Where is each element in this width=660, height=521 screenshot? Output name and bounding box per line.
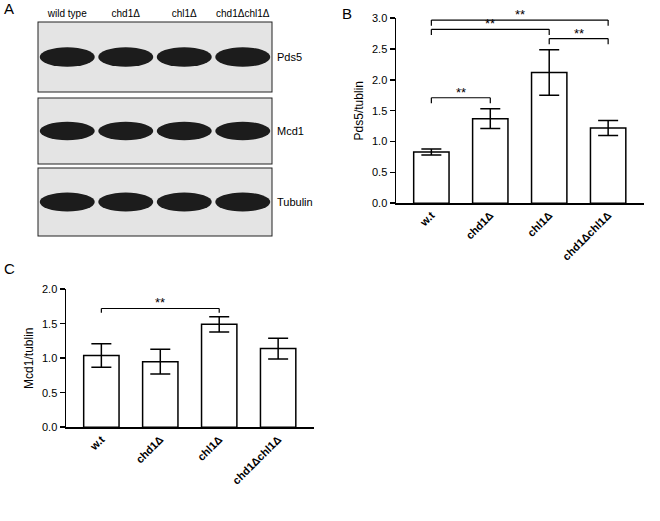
svg-text:chl1Δ: chl1Δ xyxy=(195,433,225,463)
svg-text:Pds5/tublin: Pds5/tublin xyxy=(352,81,366,140)
svg-text:chd1Δchl1Δ: chd1Δchl1Δ xyxy=(216,8,270,19)
svg-text:**: ** xyxy=(456,85,466,100)
svg-text:Mcd1/tublin: Mcd1/tublin xyxy=(22,328,36,389)
svg-text:chd1Δchl1Δ: chd1Δchl1Δ xyxy=(230,433,283,486)
svg-text:**: ** xyxy=(515,7,525,22)
svg-text:3.0: 3.0 xyxy=(372,12,387,24)
svg-text:chd1Δchl1Δ: chd1Δchl1Δ xyxy=(560,209,613,262)
svg-text:1.5: 1.5 xyxy=(372,105,387,117)
svg-text:0.5: 0.5 xyxy=(372,166,387,178)
svg-text:chd1Δ: chd1Δ xyxy=(463,209,495,241)
svg-text:chl1Δ: chl1Δ xyxy=(525,209,555,239)
svg-text:Tubulin: Tubulin xyxy=(277,196,313,208)
svg-text:w.t: w.t xyxy=(417,209,437,229)
svg-text:chd1Δ: chd1Δ xyxy=(133,433,165,465)
svg-text:0.0: 0.0 xyxy=(42,421,57,433)
svg-text:wild type: wild type xyxy=(47,8,87,19)
svg-text:chl1Δ: chl1Δ xyxy=(172,8,197,19)
svg-text:**: ** xyxy=(485,16,495,31)
svg-text:Mcd1: Mcd1 xyxy=(277,125,304,137)
svg-text:**: ** xyxy=(155,295,165,310)
svg-text:1.0: 1.0 xyxy=(42,352,57,364)
svg-text:0.0: 0.0 xyxy=(372,197,387,209)
svg-text:A: A xyxy=(4,0,14,17)
svg-text:**: ** xyxy=(574,26,584,41)
svg-text:w.t: w.t xyxy=(87,433,107,453)
svg-text:1.5: 1.5 xyxy=(42,318,57,330)
svg-text:2.5: 2.5 xyxy=(372,43,387,55)
svg-text:C: C xyxy=(4,260,15,277)
svg-text:1.0: 1.0 xyxy=(372,135,387,147)
svg-text:0.5: 0.5 xyxy=(42,387,57,399)
svg-text:chd1Δ: chd1Δ xyxy=(112,8,141,19)
svg-text:Pds5: Pds5 xyxy=(277,51,302,63)
svg-text:2.0: 2.0 xyxy=(372,74,387,86)
svg-text:B: B xyxy=(342,5,352,22)
svg-text:2.0: 2.0 xyxy=(42,283,57,295)
